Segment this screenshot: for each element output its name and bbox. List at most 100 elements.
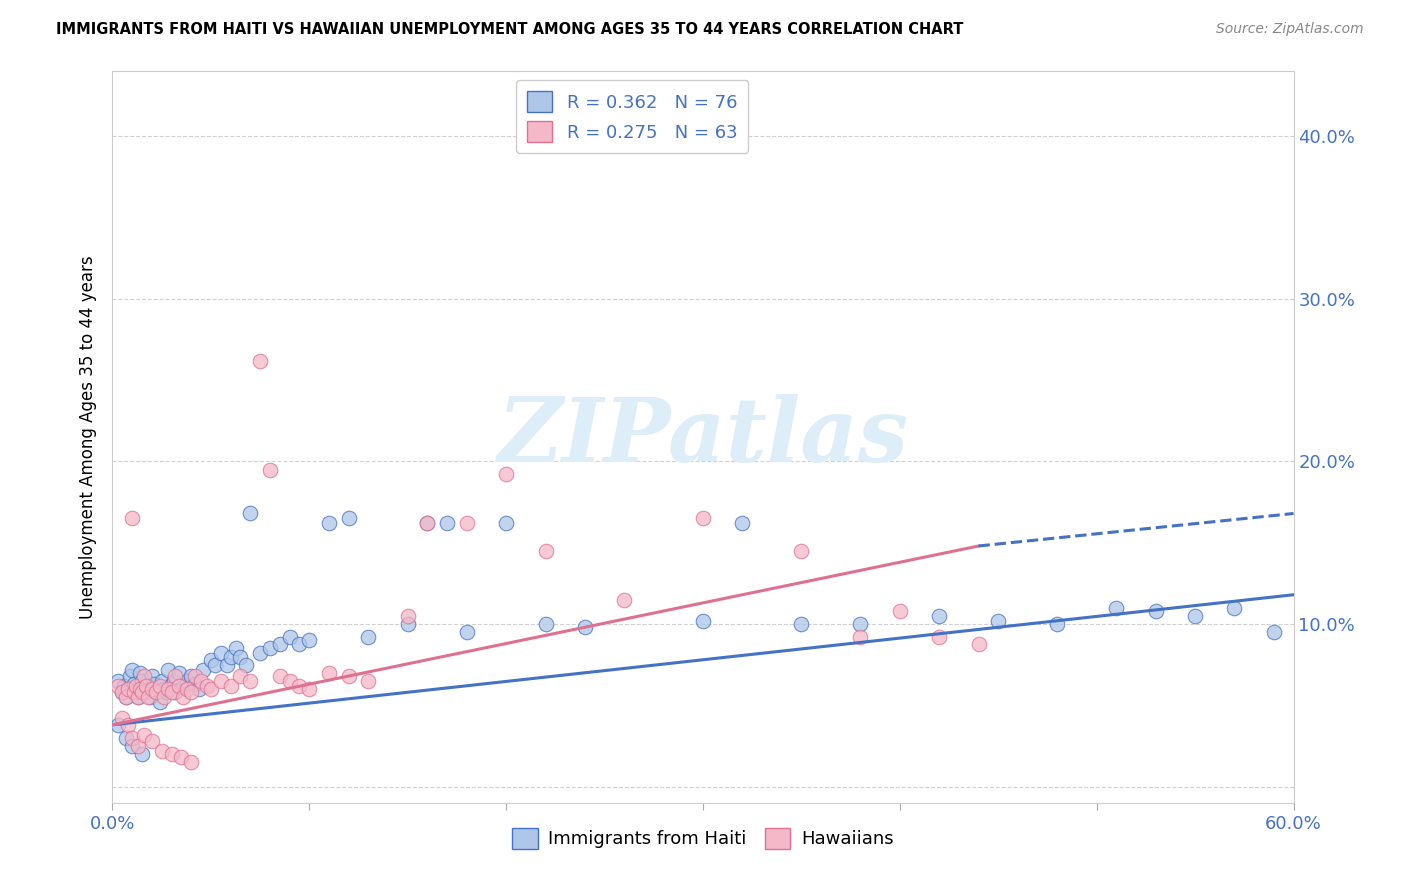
Point (239, 507, 262, 521)
Point (136, 679, 159, 693)
Point (269, 636, 291, 650)
Point (176, 673, 198, 688)
Point (162, 673, 184, 688)
Point (184, 669, 207, 683)
Point (790, 617, 813, 632)
Point (127, 739, 149, 753)
Point (135, 679, 157, 693)
Point (160, 677, 183, 691)
Y-axis label: Unemployment Among Ages 35 to 44 years: Unemployment Among Ages 35 to 44 years (79, 255, 97, 619)
Point (1046, 617, 1069, 632)
Point (121, 739, 143, 753)
Point (132, 681, 155, 696)
Point (259, 462, 281, 476)
Point (111, 711, 134, 725)
Point (229, 649, 252, 664)
Point (129, 665, 152, 680)
Point (152, 681, 174, 696)
Point (219, 679, 242, 693)
Point (131, 673, 153, 688)
Point (889, 604, 911, 618)
Point (139, 690, 162, 705)
Point (249, 353, 271, 368)
Point (967, 636, 990, 650)
Point (396, 608, 419, 623)
Point (125, 679, 148, 693)
Point (122, 685, 145, 699)
Point (225, 641, 247, 656)
Point (235, 657, 257, 672)
Point (176, 681, 198, 696)
Point (534, 617, 557, 632)
Point (172, 679, 194, 693)
Point (136, 690, 159, 705)
Point (115, 690, 138, 705)
Point (107, 679, 129, 693)
Point (195, 679, 218, 693)
Point (574, 620, 596, 634)
Point (132, 669, 155, 683)
Legend: Immigrants from Haiti, Hawaiians: Immigrants from Haiti, Hawaiians (505, 821, 901, 856)
Point (337, 511, 360, 525)
Point (849, 630, 872, 644)
Point (120, 669, 142, 683)
Point (180, 685, 202, 699)
Point (180, 755, 202, 769)
Point (141, 669, 163, 683)
Point (1184, 608, 1206, 623)
Point (131, 747, 153, 761)
Point (156, 663, 179, 677)
Text: IMMIGRANTS FROM HAITI VS HAWAIIAN UNEMPLOYMENT AMONG AGES 35 TO 44 YEARS CORRELA: IMMIGRANTS FROM HAITI VS HAWAIIAN UNEMPL… (56, 22, 963, 37)
Point (132, 727, 155, 741)
Point (219, 649, 242, 664)
Point (107, 673, 129, 688)
Point (145, 685, 167, 699)
Point (204, 657, 226, 672)
Point (156, 681, 179, 696)
Point (115, 690, 138, 705)
Text: Source: ZipAtlas.com: Source: ZipAtlas.com (1216, 22, 1364, 37)
Point (111, 685, 134, 699)
Point (1223, 600, 1246, 615)
Point (1263, 625, 1285, 640)
Point (229, 669, 252, 683)
Point (190, 673, 212, 688)
Point (239, 673, 262, 688)
Point (416, 516, 439, 531)
Point (191, 663, 214, 677)
Point (298, 681, 321, 696)
Point (150, 673, 173, 688)
Point (112, 679, 135, 693)
Point (288, 636, 311, 650)
Point (122, 677, 145, 691)
Point (121, 663, 143, 677)
Point (146, 681, 169, 696)
Point (613, 592, 636, 607)
Point (318, 516, 340, 531)
Point (169, 679, 191, 693)
Point (259, 641, 281, 656)
Point (152, 690, 174, 705)
Point (169, 665, 191, 680)
Point (731, 516, 754, 531)
Point (337, 669, 360, 683)
Point (495, 516, 517, 531)
Point (928, 630, 950, 644)
Point (396, 617, 419, 632)
Point (456, 516, 478, 531)
Point (117, 681, 139, 696)
Point (416, 516, 439, 531)
Point (184, 677, 207, 691)
Point (288, 679, 311, 693)
Point (115, 731, 138, 745)
Point (534, 544, 557, 558)
Point (357, 673, 380, 688)
Point (121, 731, 143, 745)
Point (200, 681, 222, 696)
Point (278, 673, 301, 688)
Point (142, 677, 165, 691)
Point (436, 516, 458, 531)
Point (129, 681, 152, 696)
Point (456, 625, 478, 640)
Point (790, 544, 813, 558)
